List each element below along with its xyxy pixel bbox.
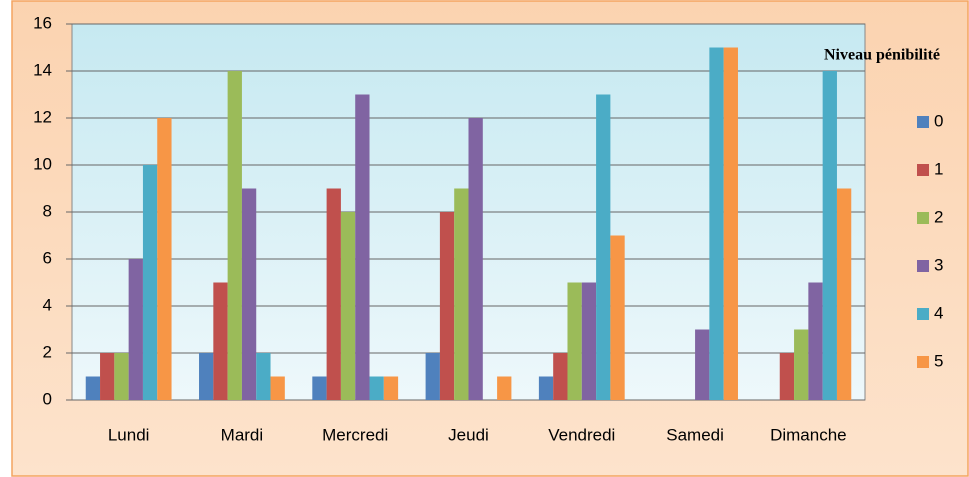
bar	[794, 329, 809, 400]
bar	[468, 118, 483, 400]
bar	[567, 282, 582, 400]
bar	[340, 212, 356, 400]
legend-label: 0	[934, 111, 943, 130]
bar	[439, 212, 455, 400]
y-tick-label: 14	[33, 60, 52, 79]
bar	[355, 94, 370, 400]
legend-label: 4	[934, 303, 943, 322]
bar	[695, 329, 710, 400]
y-tick-label: 10	[33, 154, 52, 173]
y-tick-label: 12	[33, 107, 52, 126]
bar	[553, 353, 568, 400]
bar	[454, 188, 469, 400]
legend-title: Niveau pénibilité	[824, 47, 940, 64]
y-tick-label: 6	[43, 248, 52, 267]
bar	[538, 376, 554, 400]
x-tick-label: Mercredi	[322, 425, 388, 444]
bar	[241, 188, 257, 400]
bar	[709, 47, 724, 400]
bar	[312, 376, 327, 400]
legend-swatch	[917, 116, 929, 128]
x-tick-label: Vendredi	[548, 425, 615, 444]
legend-label: 3	[934, 255, 943, 274]
legend-label: 2	[934, 207, 943, 226]
legend-label: 1	[934, 159, 943, 178]
legend-swatch	[917, 260, 929, 272]
y-tick-label: 4	[43, 295, 52, 314]
bar	[213, 282, 228, 400]
y-tick-label: 2	[43, 342, 52, 361]
bar	[326, 188, 341, 400]
bar	[383, 376, 399, 400]
bar	[270, 376, 285, 400]
legend-swatch	[917, 356, 929, 368]
bar	[128, 259, 143, 400]
bar	[610, 235, 625, 400]
legend-swatch	[917, 164, 929, 176]
bar	[100, 353, 115, 400]
bar	[596, 94, 611, 400]
x-tick-label: Dimanche	[770, 425, 847, 444]
y-tick-label: 0	[43, 389, 52, 408]
legend-swatch	[917, 212, 929, 224]
bar	[808, 282, 823, 400]
x-tick-label: Lundi	[108, 425, 150, 444]
legend-swatch	[917, 308, 929, 320]
bar	[581, 282, 597, 400]
y-tick-label: 16	[33, 13, 52, 32]
legend-label: 5	[934, 351, 943, 370]
bar	[723, 47, 738, 400]
bar	[142, 165, 158, 400]
bar	[227, 71, 242, 400]
x-tick-label: Jeudi	[448, 425, 489, 444]
bar	[157, 118, 172, 400]
bar	[425, 353, 440, 400]
bar	[369, 376, 384, 400]
bar	[199, 353, 214, 400]
bar	[836, 188, 852, 400]
bar	[85, 376, 101, 400]
y-tick-label: 8	[43, 201, 52, 220]
x-tick-label: Mardi	[221, 425, 264, 444]
bar	[822, 71, 837, 400]
bar	[497, 376, 512, 400]
bar	[256, 353, 271, 400]
bar	[114, 353, 129, 400]
bar	[779, 353, 795, 400]
x-tick-label: Samedi	[666, 425, 724, 444]
